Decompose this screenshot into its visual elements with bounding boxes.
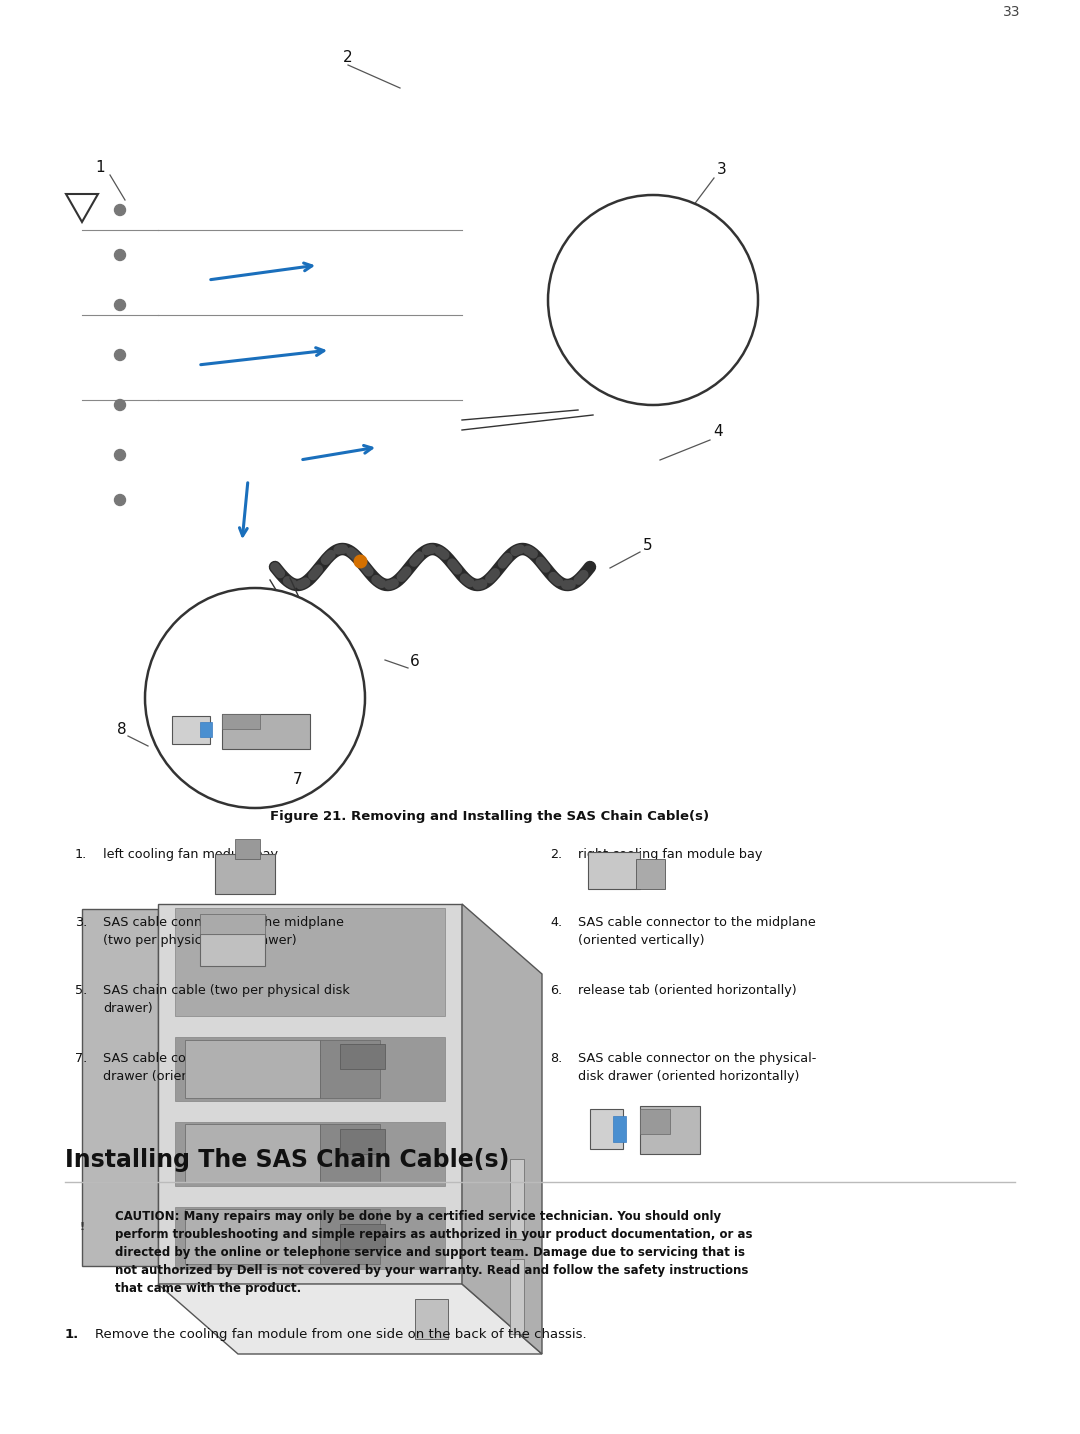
Text: SAS chain cable (two per physical disk
drawer): SAS chain cable (two per physical disk d… <box>103 984 350 1015</box>
Text: SAS cable connector on the physical-
disk drawer (oriented horizontally): SAS cable connector on the physical- dis… <box>578 1053 816 1083</box>
Text: 1.: 1. <box>75 847 87 860</box>
Polygon shape <box>185 1040 320 1098</box>
Circle shape <box>114 300 125 311</box>
Polygon shape <box>222 714 310 749</box>
Text: not authorized by Dell is not covered by your warranty. Read and follow the safe: not authorized by Dell is not covered by… <box>114 1263 748 1278</box>
Text: 6: 6 <box>410 654 420 670</box>
Text: 8: 8 <box>118 723 126 737</box>
Polygon shape <box>172 716 210 744</box>
Text: Figure 21. Removing and Installing the SAS Chain Cable(s): Figure 21. Removing and Installing the S… <box>270 810 710 823</box>
Polygon shape <box>200 721 212 737</box>
Polygon shape <box>200 913 265 934</box>
Polygon shape <box>590 1108 623 1149</box>
Text: 1.: 1. <box>65 1328 79 1341</box>
Polygon shape <box>222 714 260 728</box>
Text: 7.: 7. <box>75 1053 87 1065</box>
Text: release tab (oriented horizontally): release tab (oriented horizontally) <box>578 984 797 997</box>
Polygon shape <box>415 1299 448 1339</box>
Text: 2: 2 <box>343 50 353 66</box>
Polygon shape <box>215 855 275 893</box>
Circle shape <box>114 400 125 410</box>
Circle shape <box>145 588 365 807</box>
Text: Installing The SAS Chain Cable(s): Installing The SAS Chain Cable(s) <box>65 1149 510 1172</box>
Polygon shape <box>158 1283 542 1354</box>
Text: 33: 33 <box>1002 4 1020 19</box>
Polygon shape <box>158 903 462 1283</box>
Text: 4: 4 <box>713 424 723 439</box>
Circle shape <box>114 250 125 261</box>
Text: 3: 3 <box>717 162 727 178</box>
Circle shape <box>114 449 125 460</box>
Polygon shape <box>320 1209 380 1263</box>
Text: 4.: 4. <box>550 916 562 929</box>
Polygon shape <box>200 934 265 967</box>
Polygon shape <box>175 1121 445 1186</box>
Text: right cooling fan module bay: right cooling fan module bay <box>578 847 762 860</box>
Polygon shape <box>320 1040 380 1098</box>
Polygon shape <box>340 1129 384 1154</box>
Polygon shape <box>82 909 158 1266</box>
Text: SAS cable connector on the midplane
(two per physical disk drawer): SAS cable connector on the midplane (two… <box>103 916 343 946</box>
Text: SAS cable connector to the midplane
(oriented vertically): SAS cable connector to the midplane (ori… <box>578 916 815 946</box>
Text: 7: 7 <box>293 773 302 787</box>
Text: that came with the product.: that came with the product. <box>114 1282 301 1295</box>
Polygon shape <box>462 903 542 1354</box>
Text: 6.: 6. <box>550 984 562 997</box>
Text: CAUTION: Many repairs may only be done by a certified service technician. You sh: CAUTION: Many repairs may only be done b… <box>114 1210 721 1223</box>
Text: 2.: 2. <box>550 847 562 860</box>
Polygon shape <box>588 852 640 889</box>
Text: 5.: 5. <box>75 984 87 997</box>
Text: perform troubleshooting and simple repairs as authorized in your product documen: perform troubleshooting and simple repai… <box>114 1228 753 1240</box>
Polygon shape <box>640 1108 670 1134</box>
Text: 1: 1 <box>95 161 105 175</box>
Polygon shape <box>185 1124 320 1182</box>
Polygon shape <box>175 1207 445 1269</box>
Polygon shape <box>510 1259 524 1334</box>
Polygon shape <box>636 859 665 889</box>
Polygon shape <box>510 1159 524 1239</box>
Text: Remove the cooling fan module from one side on the back of the chassis.: Remove the cooling fan module from one s… <box>95 1328 586 1341</box>
Polygon shape <box>340 1044 384 1068</box>
Circle shape <box>114 205 125 215</box>
Text: !: ! <box>80 1222 84 1232</box>
Polygon shape <box>320 1124 380 1182</box>
Text: 5: 5 <box>644 539 652 554</box>
Polygon shape <box>175 908 445 1017</box>
Text: directed by the online or telephone service and support team. Damage due to serv: directed by the online or telephone serv… <box>114 1246 745 1259</box>
Text: left cooling fan module bay: left cooling fan module bay <box>103 847 278 860</box>
Polygon shape <box>340 1225 384 1249</box>
Polygon shape <box>235 839 260 859</box>
Polygon shape <box>185 1209 320 1263</box>
Circle shape <box>114 350 125 360</box>
Polygon shape <box>640 1106 700 1154</box>
Polygon shape <box>613 1116 626 1141</box>
Text: 3.: 3. <box>75 916 87 929</box>
Circle shape <box>548 195 758 404</box>
Text: 8.: 8. <box>550 1053 563 1065</box>
Circle shape <box>114 495 125 506</box>
Text: SAS cable connector to the physical-disk
drawer (oriented horizontally): SAS cable connector to the physical-disk… <box>103 1053 364 1083</box>
Polygon shape <box>175 1037 445 1101</box>
